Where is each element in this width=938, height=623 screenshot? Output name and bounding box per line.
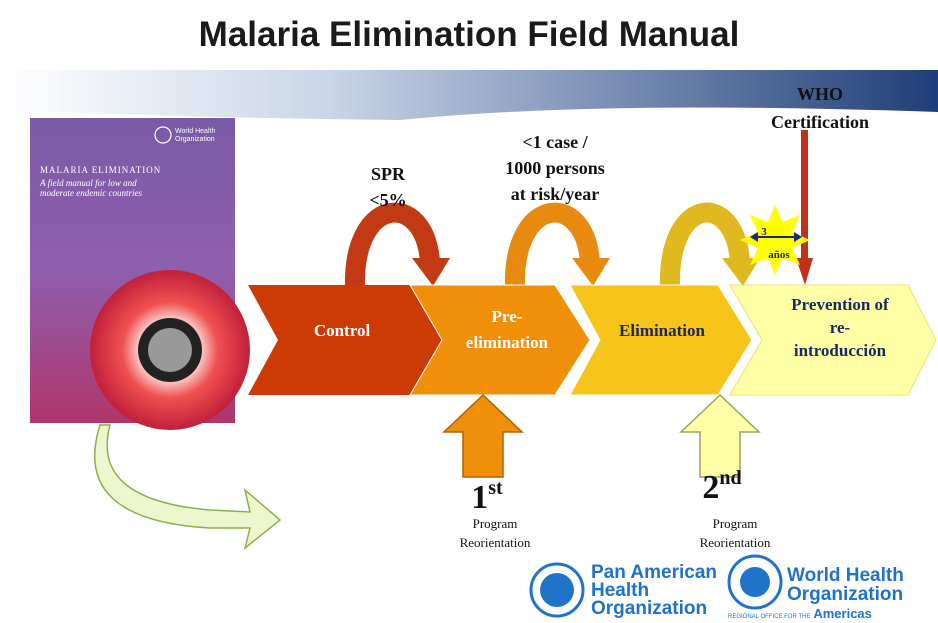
ordinal: 2 — [702, 469, 719, 506]
arrowhead — [722, 258, 760, 286]
svg-text:SPR<5%: SPR <5% — [369, 164, 406, 210]
svg-text:2nd: 2nd — [702, 467, 741, 506]
book-title: MALARIA ELIMINATION — [40, 165, 161, 175]
chevron — [409, 284, 591, 396]
book-subtitle: A field manual for low and — [39, 178, 137, 188]
arc-arrow — [344, 202, 440, 289]
svg-text:1st: 1st — [471, 477, 503, 516]
reorientation-text: Reorientation — [460, 535, 531, 550]
arc-arrow — [504, 202, 600, 289]
phase-label: Prevention of — [791, 295, 889, 314]
reorientation-text: Reorientation — [700, 535, 771, 550]
chevron — [569, 284, 753, 396]
svg-text:3años: 3años — [761, 226, 790, 261]
ordinal: 1 — [471, 479, 488, 516]
logo-text: REGIONAL OFFICE FOR THE — [728, 614, 810, 620]
book-cover: World Health Organization MALARIA ELIMINA… — [30, 118, 250, 430]
svg-text:Control: Control — [314, 321, 371, 340]
threshold-text: <1 case / — [522, 132, 588, 152]
paho-logo: Pan American Health Organization — [529, 562, 717, 619]
title: Malaria Elimination Field Manual — [199, 15, 740, 54]
logo-text: Organization — [787, 584, 903, 605]
threshold-text: 1000 persons — [505, 158, 605, 178]
arrowhead — [796, 258, 813, 285]
threshold-text: at risk/year — [511, 184, 599, 204]
arrowhead — [572, 258, 610, 286]
logo-text: Organization — [591, 598, 707, 619]
arc-arrow — [659, 202, 750, 289]
reorientation-text: Program — [713, 516, 758, 531]
certification-text: WHO — [797, 84, 843, 104]
book-subtitle: moderate endemic countries — [40, 188, 142, 198]
book-publisher: World Health — [175, 128, 215, 135]
reorientation-text: Program — [473, 516, 518, 531]
phase-label: introducción — [794, 341, 887, 360]
ordinal-suffix: nd — [719, 467, 741, 489]
logo-text: Health — [591, 580, 649, 601]
phase-label: Control — [314, 321, 371, 340]
chevron — [729, 284, 937, 396]
threshold-text: <5% — [369, 190, 406, 210]
logo-text: Pan American — [591, 562, 717, 583]
curved-arrow — [94, 424, 282, 550]
book-publisher: Organization — [175, 136, 215, 143]
who-logo: World Health Organization REGIONAL OFFICE… — [727, 554, 904, 621]
svg-text:Pre-elimination: Pre-elimination — [466, 307, 549, 352]
up-arrow — [442, 393, 524, 478]
phase-label: Pre- — [492, 307, 523, 326]
phase-label: re- — [830, 318, 851, 337]
starburst — [740, 205, 810, 275]
threshold-text: SPR — [371, 164, 406, 184]
ordinal-suffix: st — [488, 477, 503, 499]
interval-text: años — [768, 249, 790, 261]
logo-text: Americas — [813, 606, 872, 621]
arrowhead — [412, 258, 450, 286]
banner — [0, 70, 938, 120]
up-arrow — [679, 393, 761, 478]
chevron — [248, 285, 442, 395]
interval-text: 3 — [761, 226, 767, 238]
phase-label: Elimination — [619, 321, 706, 340]
certification-text: Certification — [771, 112, 869, 132]
phase-label: elimination — [466, 333, 549, 352]
arrowhead — [794, 232, 802, 242]
logo-text: World Health — [787, 565, 904, 586]
arrowhead — [750, 232, 758, 242]
certification-line — [801, 130, 808, 260]
svg-text:Elimination: Elimination — [619, 321, 706, 340]
